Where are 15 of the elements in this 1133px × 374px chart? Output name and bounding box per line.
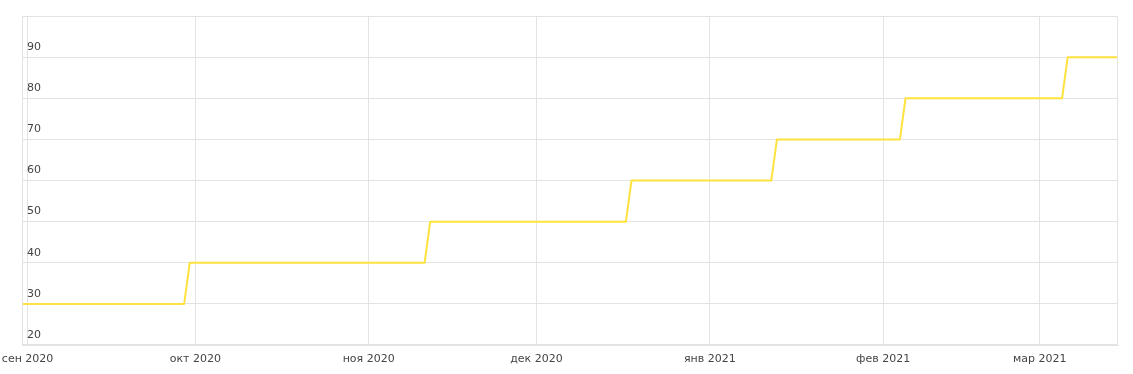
y-tick-label: 20 bbox=[27, 327, 41, 341]
y-tick-label: 70 bbox=[27, 122, 41, 136]
x-tick-label: мар 2021 bbox=[1012, 351, 1067, 365]
y-tick-label: 40 bbox=[27, 245, 41, 259]
y-tick-label: 90 bbox=[27, 39, 41, 53]
x-tick-label: фев 2021 bbox=[856, 351, 911, 365]
y-tick-label: 80 bbox=[27, 81, 41, 95]
x-tick-label: дек 2020 bbox=[510, 351, 563, 365]
y-tick-label: 30 bbox=[27, 286, 41, 300]
y-tick-label: 50 bbox=[27, 204, 41, 218]
y-tick-label: 60 bbox=[27, 163, 41, 177]
x-tick-label: ноя 2020 bbox=[342, 351, 395, 365]
x-tick-label: окт 2020 bbox=[169, 351, 221, 365]
x-tick-label: сен 2020 bbox=[1, 351, 54, 365]
x-tick-label: янв 2021 bbox=[683, 351, 736, 365]
